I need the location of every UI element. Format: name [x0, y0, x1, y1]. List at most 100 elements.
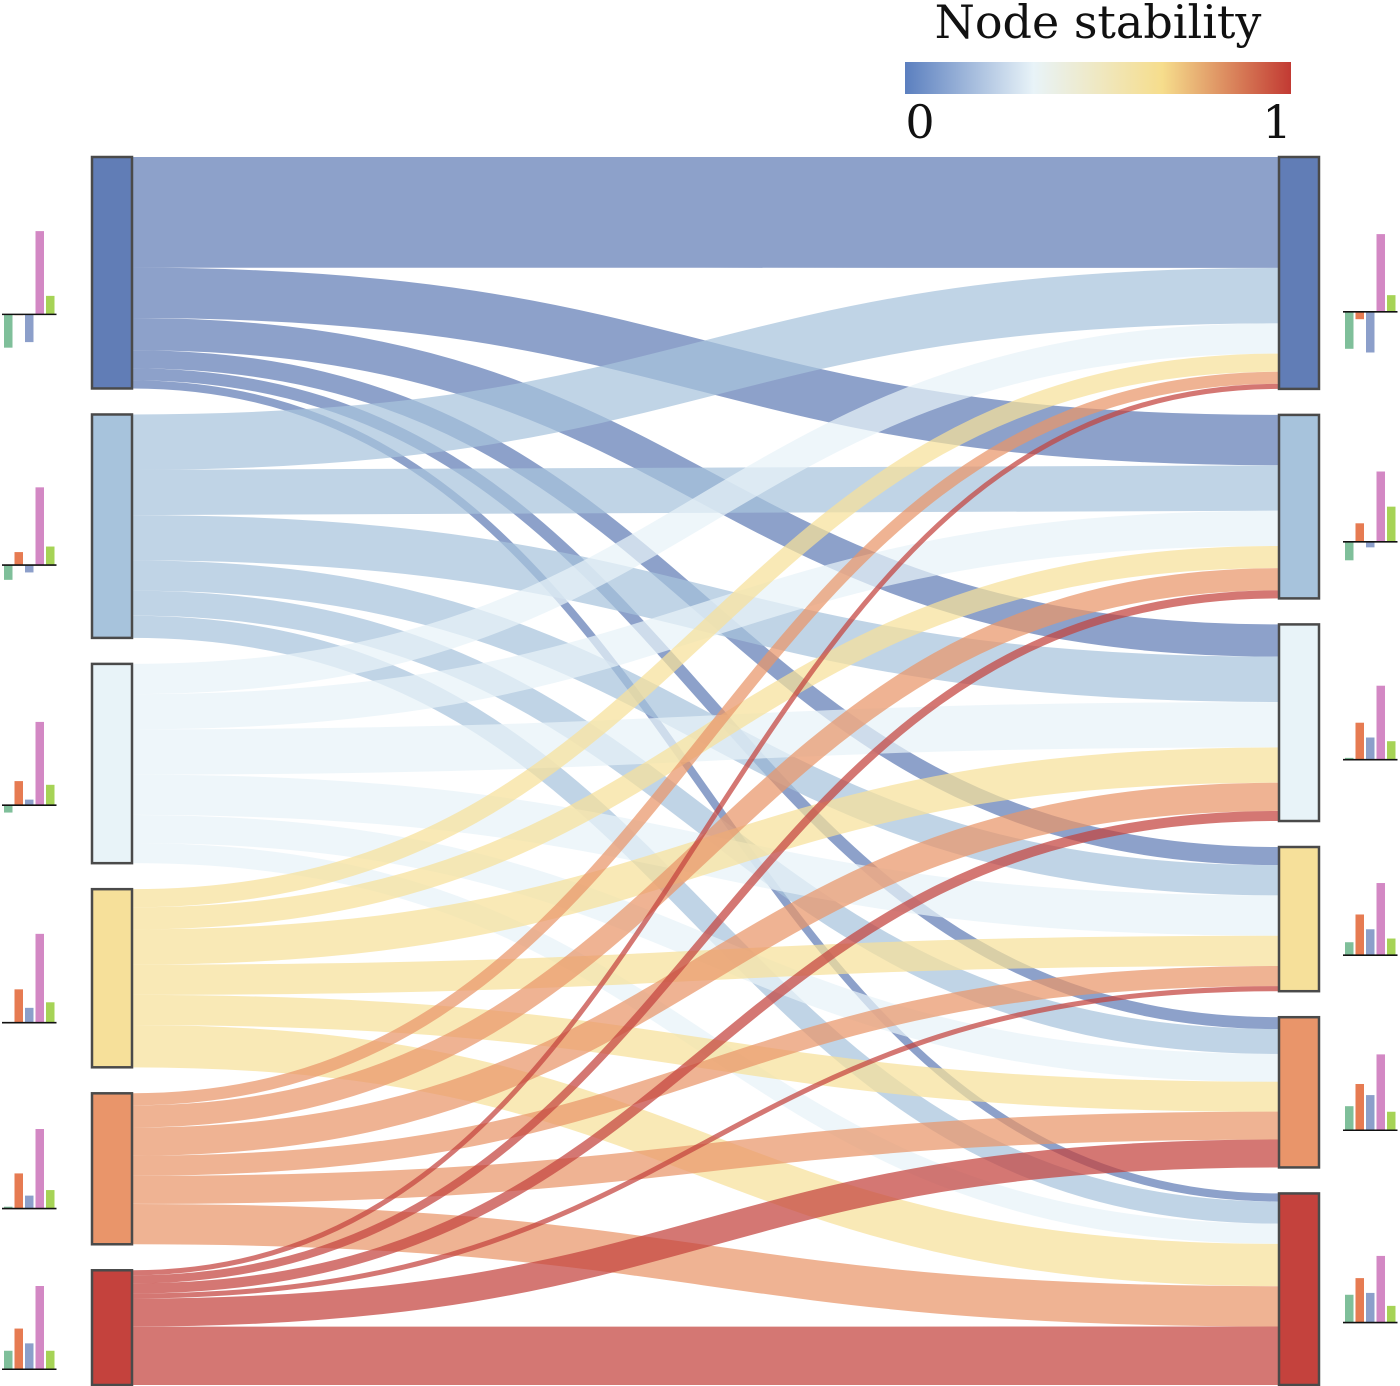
- mini-bar: [14, 1328, 23, 1370]
- mini-bar: [1355, 722, 1364, 760]
- flow-band: [131, 966, 1280, 1176]
- mini-bar-charts: [2, 231, 1398, 1371]
- mini-bar: [1355, 1083, 1364, 1131]
- mini-bar: [1387, 506, 1396, 542]
- flow-band: [131, 590, 1280, 1284]
- left-node-6: [90, 1269, 134, 1386]
- right-mini-chart-1: [1343, 234, 1398, 353]
- flow-band: [131, 353, 1280, 908]
- mini-bar: [1355, 311, 1364, 320]
- colorbar-min-label: 0: [905, 95, 934, 149]
- left-mini-chart-4: [2, 933, 57, 1024]
- mini-bar: [14, 552, 23, 566]
- flow-band: [131, 383, 1280, 1276]
- flow-band: [131, 323, 1280, 695]
- mini-bar: [35, 933, 44, 1023]
- mini-bar: [25, 799, 34, 806]
- mini-bar: [1387, 1111, 1396, 1131]
- right-mini-chart-4: [1343, 883, 1398, 956]
- colorbar-title: Node stability: [935, 0, 1262, 49]
- mini-bar: [25, 1195, 34, 1209]
- right-mini-chart-2: [1343, 471, 1398, 561]
- mini-bar: [1366, 737, 1375, 760]
- mini-bar: [46, 546, 55, 566]
- mini-bar: [25, 1343, 34, 1370]
- mini-bar: [1355, 523, 1364, 542]
- mini-bar: [46, 1350, 55, 1370]
- right-mini-chart-6: [1343, 1255, 1398, 1324]
- mini-bar: [1376, 1054, 1385, 1131]
- nodes: [90, 155, 1321, 1386]
- mini-bar: [4, 1350, 13, 1370]
- flow-band: [131, 1139, 1280, 1327]
- mini-bar: [35, 1286, 44, 1370]
- mini-bar: [1345, 1294, 1354, 1323]
- mini-bar: [14, 781, 23, 806]
- left-node-3: [90, 662, 134, 865]
- right-node-5: [1277, 1015, 1321, 1169]
- mini-bar: [1345, 1106, 1354, 1131]
- left-mini-chart-2: [2, 487, 57, 580]
- flow-band: [131, 782, 1280, 1156]
- flow-band: [131, 1111, 1280, 1204]
- colorbar-max-label: 1: [1262, 95, 1291, 149]
- mini-bar: [1345, 757, 1354, 760]
- left-mini-chart-6: [2, 1286, 57, 1371]
- right-node-2: [1277, 413, 1321, 600]
- colorbar-gradient: [905, 62, 1291, 94]
- colorbar: Node stability 0 1: [905, 0, 1292, 149]
- flow-band: [131, 371, 1280, 1106]
- mini-bar: [14, 989, 23, 1023]
- mini-bar: [1366, 1095, 1375, 1131]
- mini-bar: [46, 784, 55, 806]
- flow-band: [131, 986, 1280, 1299]
- mini-bar: [1387, 741, 1396, 760]
- mini-bar: [1366, 929, 1375, 956]
- mini-bar: [35, 721, 44, 806]
- left-node-2: [90, 413, 134, 640]
- mini-bar: [1376, 883, 1385, 956]
- mini-bar: [1366, 1292, 1375, 1323]
- mini-bar: [1366, 311, 1375, 353]
- mini-bar: [1376, 234, 1385, 312]
- mini-bar: [4, 565, 13, 580]
- mini-bar: [46, 1002, 55, 1023]
- mini-bar: [1366, 541, 1375, 548]
- left-node-5: [90, 1092, 134, 1246]
- flow-band: [131, 814, 1280, 1082]
- mini-bar: [1345, 942, 1354, 956]
- mini-bar: [1376, 471, 1385, 542]
- right-mini-chart-3: [1343, 685, 1398, 761]
- mini-bar: [35, 231, 44, 315]
- mini-bar: [1355, 914, 1364, 956]
- mini-bar: [1376, 685, 1385, 760]
- mini-bar: [1387, 295, 1396, 312]
- flow-band: [131, 267, 1280, 470]
- mini-bar: [1387, 1305, 1396, 1323]
- flow-band: [131, 810, 1280, 1294]
- flow-band: [131, 1203, 1280, 1327]
- right-node-4: [1277, 845, 1321, 993]
- flow-band: [131, 465, 1280, 516]
- right-node-1: [1277, 155, 1321, 391]
- mini-bar: [35, 487, 44, 566]
- mini-bar: [1345, 541, 1354, 561]
- right-mini-chart-5: [1343, 1054, 1398, 1132]
- left-node-1: [90, 155, 134, 390]
- mini-bar: [46, 295, 55, 315]
- left-mini-chart-3: [2, 721, 57, 813]
- mini-bar: [1376, 1255, 1385, 1323]
- mini-bar: [14, 1173, 23, 1209]
- right-node-3: [1277, 623, 1321, 823]
- left-node-4: [90, 887, 134, 1069]
- flow-band: [131, 590, 1280, 1055]
- mini-bar: [35, 1129, 44, 1209]
- mini-bar: [4, 1206, 13, 1209]
- mini-bar: [1387, 938, 1396, 956]
- left-mini-chart-5: [2, 1129, 57, 1210]
- mini-bar: [46, 1190, 55, 1209]
- mini-bar: [1345, 311, 1354, 349]
- flows: [131, 156, 1280, 1386]
- right-node-6: [1277, 1192, 1321, 1386]
